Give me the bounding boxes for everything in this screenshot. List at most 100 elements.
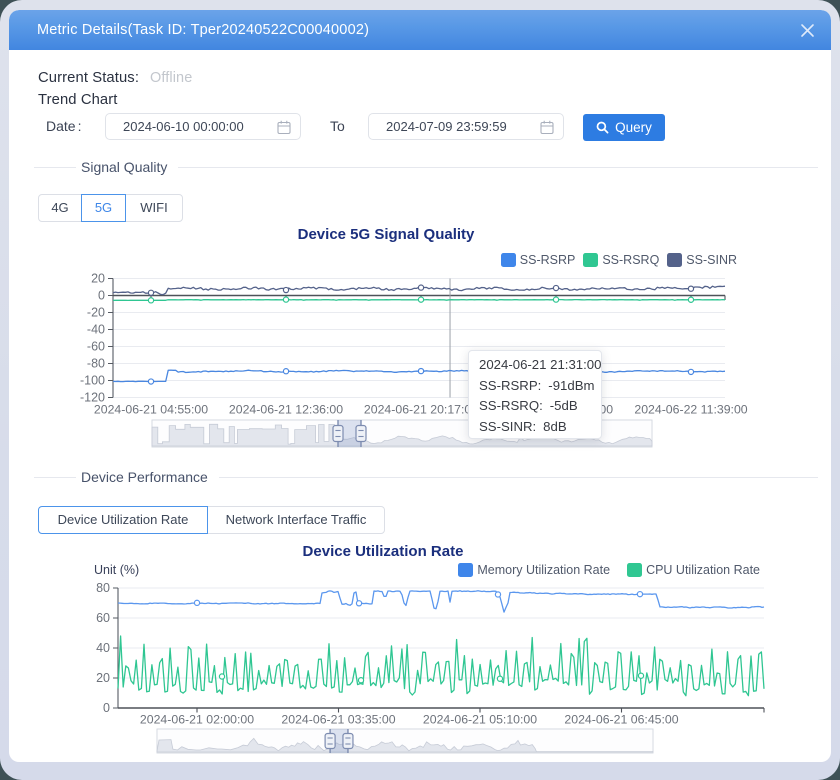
metric-details-dialog: Metric Details(Task ID: Tper20240522C000…: [9, 10, 831, 762]
x-tick-label: 2024-06-21 12:36:00: [229, 403, 343, 417]
signal-chart-legend: SS-RSRP SS-RSRQ SS-SINR: [500, 253, 737, 267]
query-button[interactable]: Query: [583, 114, 665, 141]
dialog-title: Metric Details(Task ID: Tper20240522C000…: [37, 22, 370, 38]
calendar-body: [540, 121, 554, 134]
series-line-cpu-utilization-rate: [117, 635, 765, 697]
colon: :: [77, 118, 82, 134]
series-marker: [687, 285, 695, 292]
legend-item-cpu[interactable]: CPU Utilization Rate: [627, 563, 760, 577]
series-marker: [496, 675, 504, 682]
y-tick-label: -120: [80, 391, 105, 405]
legend-item-ss-rsrq[interactable]: SS-RSRQ: [583, 253, 659, 267]
series-marker: [147, 289, 155, 296]
tooltip-series-value: 8dB: [543, 419, 567, 435]
legend-swatch: [583, 253, 599, 267]
y-tick-label: -100: [80, 374, 105, 388]
tooltip-row-rsrq: SS-RSRQ: -5dB: [479, 396, 601, 417]
current-status-label: Current Status:: [38, 70, 139, 86]
series-marker: [147, 378, 155, 385]
tooltip-time: 2024-06-21 21:31:00: [479, 357, 602, 372]
legend-item-memory[interactable]: Memory Utilization Rate: [458, 563, 610, 577]
legend-item-ss-rsrp[interactable]: SS-RSRP: [500, 253, 576, 267]
colon: :: [134, 70, 140, 86]
date-label: Date:: [46, 113, 81, 140]
datazoom-data-silhouette: [156, 737, 654, 753]
series-marker: [417, 284, 425, 291]
y-tick-label: -60: [87, 340, 105, 354]
device-performance-section-title: Device Performance: [81, 469, 208, 485]
dialog-titlebar: Metric Details(Task ID: Tper20240522C000…: [9, 10, 831, 50]
tab-device-utilization-rate[interactable]: Device Utilization Rate: [38, 506, 208, 534]
start-datetime-input[interactable]: 2024-06-10 00:00:00: [105, 113, 301, 140]
legend-swatch: [458, 563, 474, 577]
datazoom-right-handle[interactable]: [342, 732, 354, 750]
x-tick-label: 2024-06-21 20:17:00: [364, 403, 478, 417]
legend-label: SS-SINR: [686, 253, 737, 267]
colon: :: [539, 398, 543, 414]
tooltip-series-label: SS-RSRQ: [479, 398, 540, 414]
y-tick-label: 0: [103, 701, 110, 715]
signal-quality-divider: Signal Quality: [34, 159, 818, 175]
legend-label: SS-RSRP: [519, 253, 576, 267]
series-marker: [494, 591, 502, 598]
current-status-value: Offline: [150, 70, 193, 86]
query-button-label: Query: [615, 120, 652, 135]
close-icon-stroke: [801, 24, 814, 37]
date-label-text: Date: [46, 118, 76, 134]
y-tick-label: 20: [91, 272, 105, 286]
x-tick-label: 2024-06-21 03:35:00: [281, 713, 395, 727]
calendar-icon-glyph: [277, 120, 291, 134]
search-icon: [596, 121, 609, 134]
series-marker: [636, 590, 644, 598]
tab-network-interface-traffic[interactable]: Network Interface Traffic: [207, 506, 385, 534]
query-bar: Date: 2024-06-10 00:00:00 To 2024-07-09 …: [9, 113, 831, 141]
calendar-icon: [540, 120, 554, 140]
y-tick-label: 20: [96, 671, 110, 685]
series-marker: [355, 600, 363, 607]
calendar-icon-glyph: [540, 120, 554, 134]
datazoom-selected-window[interactable]: [338, 420, 361, 447]
utilization-chart-legend: Memory Utilization Rate CPU Utilization …: [458, 563, 760, 577]
tab-5g[interactable]: 5G: [81, 194, 126, 222]
tooltip-series-value: -91dBm: [548, 377, 595, 393]
divider-line: [34, 166, 76, 168]
datazoom-right-handle[interactable]: [355, 424, 367, 443]
signal-tech-tabs: 4G 5G WIFI: [38, 194, 183, 222]
close-button[interactable]: [800, 23, 815, 38]
performance-tabs: Device Utilization Rate Network Interfac…: [38, 506, 385, 534]
to-label: To: [330, 118, 345, 134]
legend-item-ss-sinr[interactable]: SS-SINR: [667, 253, 737, 267]
end-datetime-input[interactable]: 2024-07-09 23:59:59: [368, 113, 564, 140]
x-tick-label: 2024-06-22 11:39:00: [634, 403, 747, 417]
y-tick-label: 60: [96, 611, 110, 625]
divider-line: [218, 476, 818, 478]
current-status-label-text: Current Status: [38, 70, 135, 86]
tooltip-series-value: -5dB: [549, 398, 578, 414]
colon: :: [537, 377, 542, 393]
datazoom-left-handle[interactable]: [324, 732, 336, 750]
signal-chart-title: Device 5G Signal Quality: [297, 226, 475, 243]
legend-swatch: [627, 563, 643, 577]
series-marker: [637, 672, 645, 679]
tab-4g[interactable]: 4G: [38, 194, 82, 222]
divider-line: [34, 476, 76, 478]
y-tick-label: -40: [87, 323, 105, 337]
device-performance-divider: Device Performance: [34, 469, 818, 485]
series-marker: [147, 297, 155, 304]
series-marker: [417, 367, 425, 375]
tab-wifi[interactable]: WIFI: [125, 194, 183, 222]
colon: :: [532, 419, 537, 435]
close-icon: [801, 24, 814, 37]
calendar-icon: [277, 120, 291, 140]
y-tick-label: 0: [98, 289, 105, 303]
series-line-memory-utilization-rate: [117, 590, 765, 613]
y-tick-label: 40: [96, 641, 110, 655]
x-tick-label: 2024-06-21 02:00:00: [140, 713, 254, 727]
series-marker: [417, 296, 425, 303]
chart-tooltip: 2024-06-21 21:31:00 SS-RSRP: -91dBm SS-RS…: [468, 350, 602, 439]
series-marker: [193, 599, 201, 607]
search-icon-lens: [596, 121, 607, 132]
datazoom-left-handle[interactable]: [332, 424, 344, 443]
